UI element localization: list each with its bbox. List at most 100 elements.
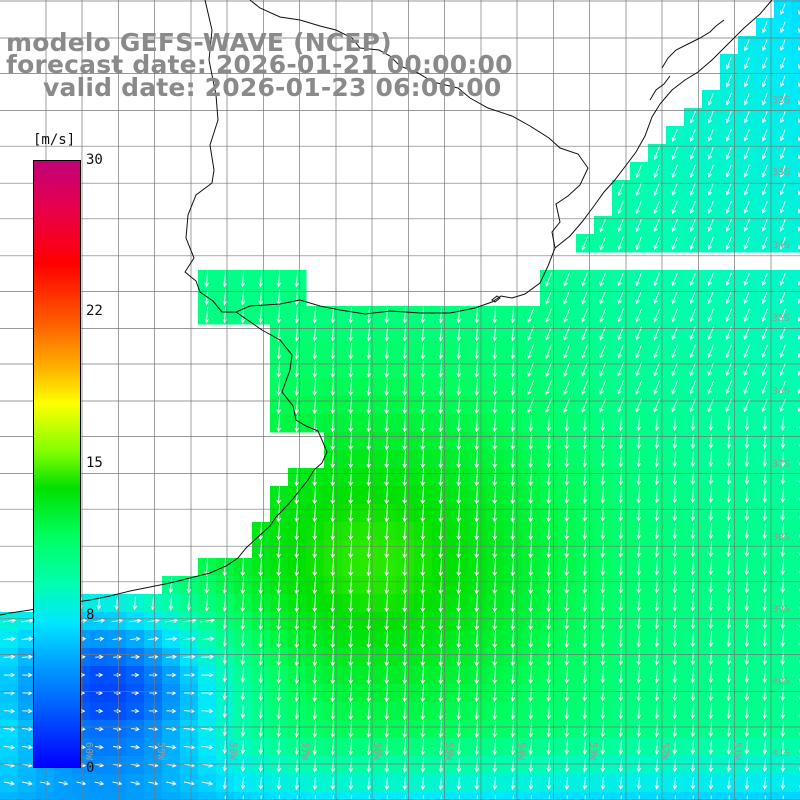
wind-arrow xyxy=(330,776,336,791)
coastline-argentina xyxy=(0,311,328,616)
wind-arrow xyxy=(726,667,732,684)
wind-speed-cell xyxy=(180,792,199,800)
wind-arrow xyxy=(743,182,750,196)
wind-speed-cell xyxy=(792,54,800,73)
wind-arrow xyxy=(581,236,589,251)
wind-arrow xyxy=(420,758,426,773)
wind-arrow xyxy=(402,486,407,505)
wind-arrow xyxy=(366,522,371,541)
wind-arrow xyxy=(563,308,571,323)
wind-arrow xyxy=(779,39,786,52)
wind-arrow xyxy=(438,666,443,685)
wind-arrow xyxy=(95,654,104,660)
wind-arrow xyxy=(690,415,696,432)
wind-speed-cell xyxy=(90,792,109,800)
wind-arrow xyxy=(111,618,124,624)
wind-arrow xyxy=(725,200,732,214)
wind-arrow xyxy=(474,522,479,541)
wind-arrow xyxy=(636,577,641,594)
wind-arrow xyxy=(366,325,371,342)
wind-arrow xyxy=(617,362,625,377)
wind-speed-cell xyxy=(792,486,800,505)
wind-arrow xyxy=(438,558,443,577)
wind-arrow xyxy=(240,667,246,684)
wind-arrow xyxy=(112,780,123,786)
wind-arrow xyxy=(600,703,606,720)
wind-arrow xyxy=(600,631,605,648)
wind-arrow xyxy=(708,487,714,504)
wind-arrow xyxy=(402,720,407,739)
wind-arrow xyxy=(690,487,696,504)
wind-arrow xyxy=(474,739,480,756)
wind-arrow xyxy=(384,758,390,773)
wind-speed-cell xyxy=(792,576,800,595)
wind-arrow xyxy=(294,758,300,773)
wind-arrow xyxy=(582,576,587,595)
wind-arrow xyxy=(201,672,214,678)
wind-arrow xyxy=(438,396,443,415)
lat-label-36s: 36S xyxy=(772,386,791,397)
wind-arrow xyxy=(474,504,479,523)
wind-arrow xyxy=(653,200,660,215)
wind-arrow xyxy=(546,648,551,667)
wind-arrow xyxy=(744,721,750,738)
wind-arrow xyxy=(258,558,263,577)
wind-arrow xyxy=(761,236,768,250)
wind-arrow xyxy=(690,613,696,630)
wind-arrow xyxy=(312,343,317,360)
wind-arrow xyxy=(330,758,336,773)
wind-arrow xyxy=(402,450,407,469)
wind-arrow xyxy=(797,280,800,286)
wind-arrow xyxy=(546,630,551,649)
wind-arrow xyxy=(744,523,750,540)
wind-arrow xyxy=(780,667,786,684)
lon-label-54w: 54W xyxy=(515,742,526,761)
wind-arrow xyxy=(222,704,228,719)
wind-arrow xyxy=(438,432,443,451)
wind-arrow xyxy=(476,795,478,800)
wind-arrow xyxy=(546,703,551,720)
wind-arrow xyxy=(420,648,425,667)
wind-arrow xyxy=(510,307,516,324)
wind-arrow xyxy=(761,308,768,322)
wind-arrow xyxy=(438,486,443,505)
wind-arrow xyxy=(348,612,353,631)
wind-arrow xyxy=(635,344,643,359)
wind-arrow xyxy=(743,111,750,124)
wind-arrow xyxy=(707,236,714,250)
wind-arrow xyxy=(528,721,533,738)
wind-arrow xyxy=(456,396,461,415)
wind-arrow xyxy=(635,380,643,395)
wind-arrow xyxy=(420,468,425,487)
wind-arrow xyxy=(165,654,177,660)
wind-arrow xyxy=(618,469,624,486)
wind-arrow xyxy=(240,558,245,577)
wind-arrow xyxy=(600,415,606,432)
wind-arrow xyxy=(402,468,407,487)
wind-speed-cell xyxy=(792,630,800,649)
wind-arrow xyxy=(510,630,515,649)
wind-speed-cell xyxy=(162,792,181,800)
wind-arrow xyxy=(726,559,732,576)
lon-label-53w: 53W xyxy=(587,742,598,761)
wind-arrow xyxy=(636,685,642,702)
wind-arrow xyxy=(779,362,786,377)
wind-arrow xyxy=(528,540,533,559)
wind-arrow xyxy=(654,758,660,773)
wind-arrow xyxy=(761,111,768,124)
wind-arrow xyxy=(690,469,696,486)
wind-arrow xyxy=(546,540,551,559)
wind-arrow xyxy=(3,654,16,660)
coastline-lagoon-patos xyxy=(649,19,725,101)
wind-arrow xyxy=(600,451,605,468)
wind-arrow xyxy=(474,684,479,703)
wind-arrow xyxy=(744,559,750,576)
wind-arrow xyxy=(798,552,800,557)
wind-arrow xyxy=(725,362,732,377)
wind-arrow xyxy=(420,450,425,469)
wind-arrow xyxy=(348,378,353,397)
wind-speed-cell xyxy=(792,414,800,433)
wind-arrow xyxy=(312,396,317,415)
wind-arrow xyxy=(366,504,371,523)
wind-arrow xyxy=(708,613,714,630)
